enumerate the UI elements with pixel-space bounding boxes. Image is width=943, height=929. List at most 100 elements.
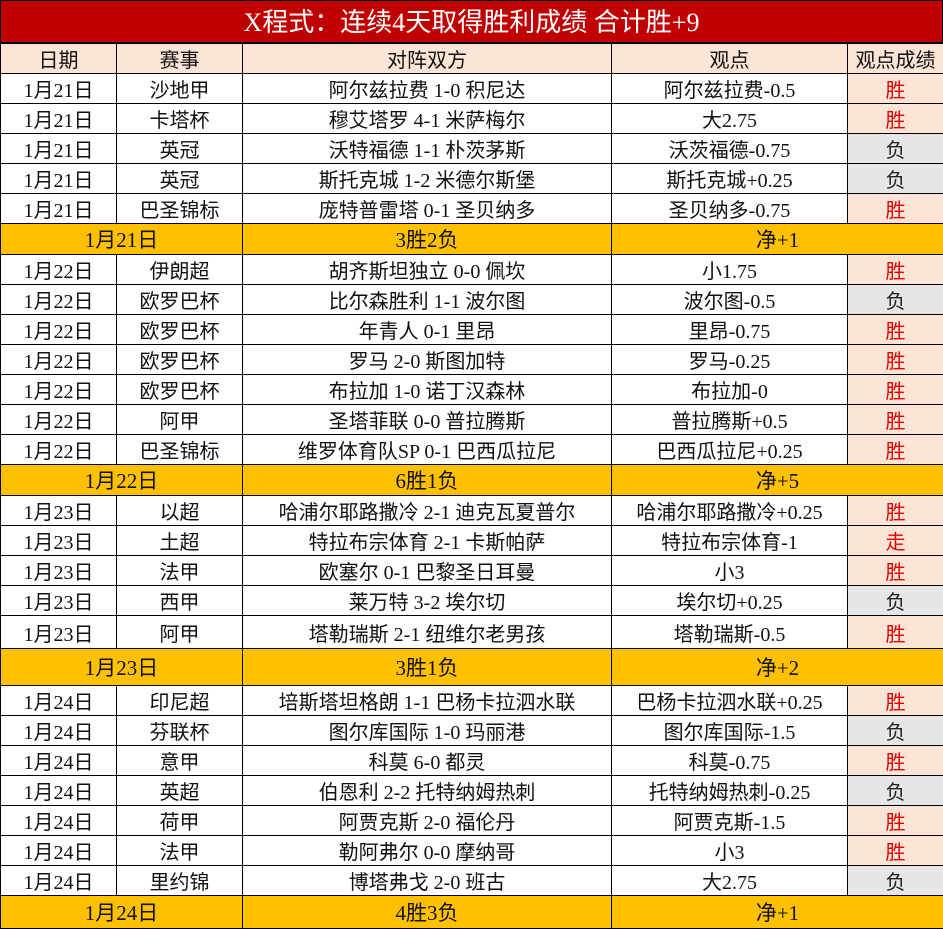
header-match: 对阵双方 — [243, 44, 612, 74]
date-cell: 1月22日 — [1, 345, 117, 375]
date-cell: 1月24日 — [1, 716, 117, 746]
pick-cell: 托特纳姆热刺-0.25 — [612, 776, 848, 806]
pick-cell: 大2.75 — [612, 866, 848, 896]
league-cell: 巴圣锦标 — [117, 435, 243, 465]
result-cell: 胜 — [848, 806, 943, 836]
league-cell: 阿甲 — [117, 616, 243, 649]
pick-cell: 阿贾克斯-1.5 — [612, 806, 848, 836]
match-cell: 比尔森胜利 1-1 波尔图 — [243, 285, 612, 315]
match-cell: 科莫 6-0 都灵 — [243, 746, 612, 776]
summary-date: 1月22日 — [1, 465, 243, 496]
date-cell: 1月23日 — [1, 586, 117, 616]
date-cell: 1月22日 — [1, 375, 117, 405]
match-cell: 圣塔菲联 0-0 普拉腾斯 — [243, 405, 612, 435]
pick-cell: 罗马-0.25 — [612, 345, 848, 375]
result-cell: 胜 — [848, 405, 943, 435]
league-cell: 欧罗巴杯 — [117, 345, 243, 375]
match-cell: 罗马 2-0 斯图加特 — [243, 345, 612, 375]
date-cell: 1月24日 — [1, 776, 117, 806]
pick-cell: 巴西瓜拉尼+0.25 — [612, 435, 848, 465]
result-cell: 胜 — [848, 345, 943, 375]
result-cell: 胜 — [848, 746, 943, 776]
pick-cell: 斯托克城+0.25 — [612, 164, 848, 194]
league-cell: 沙地甲 — [117, 74, 243, 104]
match-cell: 斯托克城 1-2 米德尔斯堡 — [243, 164, 612, 194]
summary-net: 净+1 — [612, 896, 943, 929]
date-cell: 1月22日 — [1, 435, 117, 465]
result-cell: 负 — [848, 776, 943, 806]
date-cell: 1月23日 — [1, 496, 117, 526]
summary-net: 净+2 — [612, 649, 943, 686]
pick-cell: 小3 — [612, 556, 848, 586]
header-league: 赛事 — [117, 44, 243, 74]
match-cell: 年青人 0-1 里昂 — [243, 315, 612, 345]
pick-cell: 巴杨卡拉泗水联+0.25 — [612, 686, 848, 716]
date-cell: 1月22日 — [1, 285, 117, 315]
match-cell: 塔勒瑞斯 2-1 纽维尔老男孩 — [243, 616, 612, 649]
summary-net: 净+5 — [612, 465, 943, 496]
summary-record: 3胜2负 — [243, 224, 612, 255]
league-cell: 英冠 — [117, 134, 243, 164]
pick-cell: 阿尔兹拉费-0.5 — [612, 74, 848, 104]
league-cell: 阿甲 — [117, 405, 243, 435]
match-cell: 布拉加 1-0 诺丁汉森林 — [243, 375, 612, 405]
date-cell: 1月21日 — [1, 164, 117, 194]
match-cell: 培斯塔坦格朗 1-1 巴杨卡拉泗水联 — [243, 686, 612, 716]
date-cell: 1月23日 — [1, 526, 117, 556]
pick-cell: 布拉加-0 — [612, 375, 848, 405]
result-cell: 胜 — [848, 74, 943, 104]
pick-cell: 沃茨福德-0.75 — [612, 134, 848, 164]
league-cell: 法甲 — [117, 836, 243, 866]
summary-record: 4胜3负 — [243, 896, 612, 929]
date-cell: 1月24日 — [1, 836, 117, 866]
result-cell: 胜 — [848, 556, 943, 586]
league-cell: 英超 — [117, 776, 243, 806]
header-result: 观点成绩 — [848, 44, 943, 74]
pick-cell: 小3 — [612, 836, 848, 866]
league-cell: 西甲 — [117, 586, 243, 616]
match-cell: 沃特福德 1-1 朴茨茅斯 — [243, 134, 612, 164]
results-table: 日期 赛事 对阵双方 观点 观点成绩 1月21日沙地甲阿尔兹拉费 1-0 积尼达… — [0, 43, 943, 929]
result-cell: 胜 — [848, 194, 943, 224]
pick-cell: 大2.75 — [612, 104, 848, 134]
result-cell: 负 — [848, 866, 943, 896]
match-cell: 维罗体育队SP 0-1 巴西瓜拉尼 — [243, 435, 612, 465]
result-cell: 负 — [848, 586, 943, 616]
result-cell: 胜 — [848, 496, 943, 526]
page-title: X程式：连续4天取得胜利成绩 合计胜+9 — [0, 0, 943, 43]
result-cell: 胜 — [848, 836, 943, 866]
league-cell: 欧罗巴杯 — [117, 375, 243, 405]
match-cell: 哈浦尔耶路撒冷 2-1 迪克瓦夏普尔 — [243, 496, 612, 526]
league-cell: 以超 — [117, 496, 243, 526]
match-cell: 阿贾克斯 2-0 福伦丹 — [243, 806, 612, 836]
summary-net: 净+1 — [612, 224, 943, 255]
pick-cell: 特拉布宗体育-1 — [612, 526, 848, 556]
date-cell: 1月22日 — [1, 255, 117, 285]
league-cell: 土超 — [117, 526, 243, 556]
result-cell: 负 — [848, 716, 943, 746]
date-cell: 1月24日 — [1, 806, 117, 836]
match-cell: 欧塞尔 0-1 巴黎圣日耳曼 — [243, 556, 612, 586]
match-cell: 庞特普雷塔 0-1 圣贝纳多 — [243, 194, 612, 224]
match-cell: 莱万特 3-2 埃尔切 — [243, 586, 612, 616]
pick-cell: 哈浦尔耶路撒冷+0.25 — [612, 496, 848, 526]
match-cell: 特拉布宗体育 2-1 卡斯帕萨 — [243, 526, 612, 556]
